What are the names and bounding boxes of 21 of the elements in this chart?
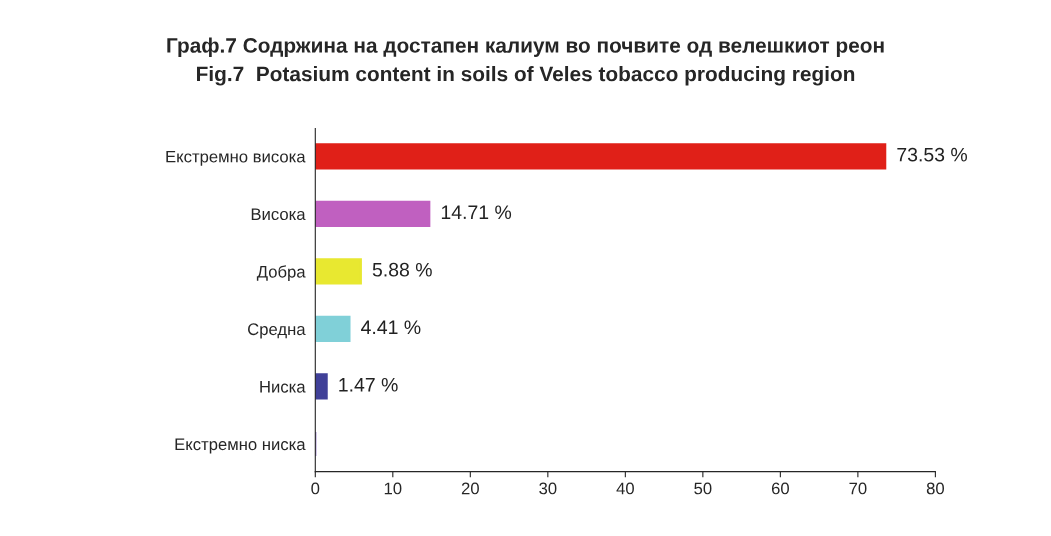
data-label: 14.71 % <box>441 205 512 219</box>
x-tick-label: 40 <box>616 482 634 495</box>
y-tick-label: Ниска <box>260 381 306 393</box>
y-tick-label: Добра <box>256 265 306 281</box>
y-tick-label: Екстремно висока <box>166 150 306 166</box>
data-label: 73.53 % <box>897 147 968 162</box>
y-tick-label: Екстремно ниска <box>175 438 306 454</box>
x-tick-label: 80 <box>926 482 945 495</box>
x-tick-label: 50 <box>694 482 712 495</box>
x-tick-label: 30 <box>539 482 557 495</box>
chart-title: Граф.7 Содржина на достапен калиум во почвите од велешкиот реон Fig.7 Potasium content in soils of Veles tobacco producing region <box>167 37 884 86</box>
data-label: 4.41 % <box>361 320 421 335</box>
x-tick-label: 0 <box>311 482 320 495</box>
x-tick-label: 20 <box>461 482 479 495</box>
x-tick-label: 60 <box>771 482 789 495</box>
x-tick-label: 70 <box>849 482 867 495</box>
x-tick-label: 10 <box>384 482 402 495</box>
y-tick-label: Висока <box>251 208 306 221</box>
y-tick-label: Средна <box>248 323 306 339</box>
data-label: 5.88 % <box>372 262 432 277</box>
data-label: 1.47 % <box>339 378 398 392</box>
